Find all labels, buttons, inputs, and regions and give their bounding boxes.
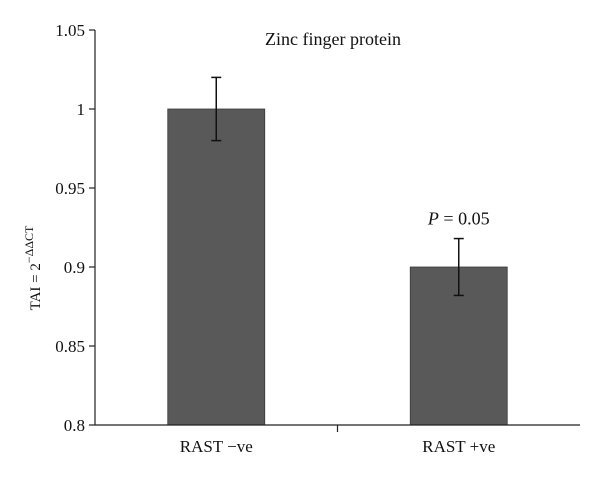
p-value-annotation: P = 0.05: [427, 209, 490, 229]
error-bars-group: [211, 76, 464, 297]
x-category-label: RAST −ve: [180, 437, 253, 456]
x-axis-categories: RAST −ve RAST +ve: [180, 425, 495, 456]
bar: [167, 108, 266, 426]
y-tick-label: 1: [77, 100, 86, 119]
y-tick-label: 1.05: [55, 21, 85, 40]
y-tick-label: 0.85: [55, 337, 85, 356]
annotations-group: P = 0.05: [427, 209, 490, 229]
bars-group: [167, 108, 508, 426]
p-value-text: = 0.05: [439, 209, 490, 229]
y-tick-label: 0.95: [55, 179, 85, 198]
y-axis-label-base: TAI = 2: [28, 263, 44, 310]
y-tick-label: 0.8: [64, 416, 85, 435]
p-symbol: P: [427, 209, 439, 229]
y-tick-label: 0.9: [64, 258, 85, 277]
chart-title: Zinc finger protein: [265, 29, 401, 49]
y-axis-label: TAI = 2−ΔΔCT: [22, 225, 44, 310]
y-axis-label-exponent: −ΔΔCT: [22, 225, 36, 263]
y-axis-ticks: 0.8 0.85 0.9 0.95 1 1.05: [55, 21, 95, 435]
x-category-label: RAST +ve: [422, 437, 495, 456]
